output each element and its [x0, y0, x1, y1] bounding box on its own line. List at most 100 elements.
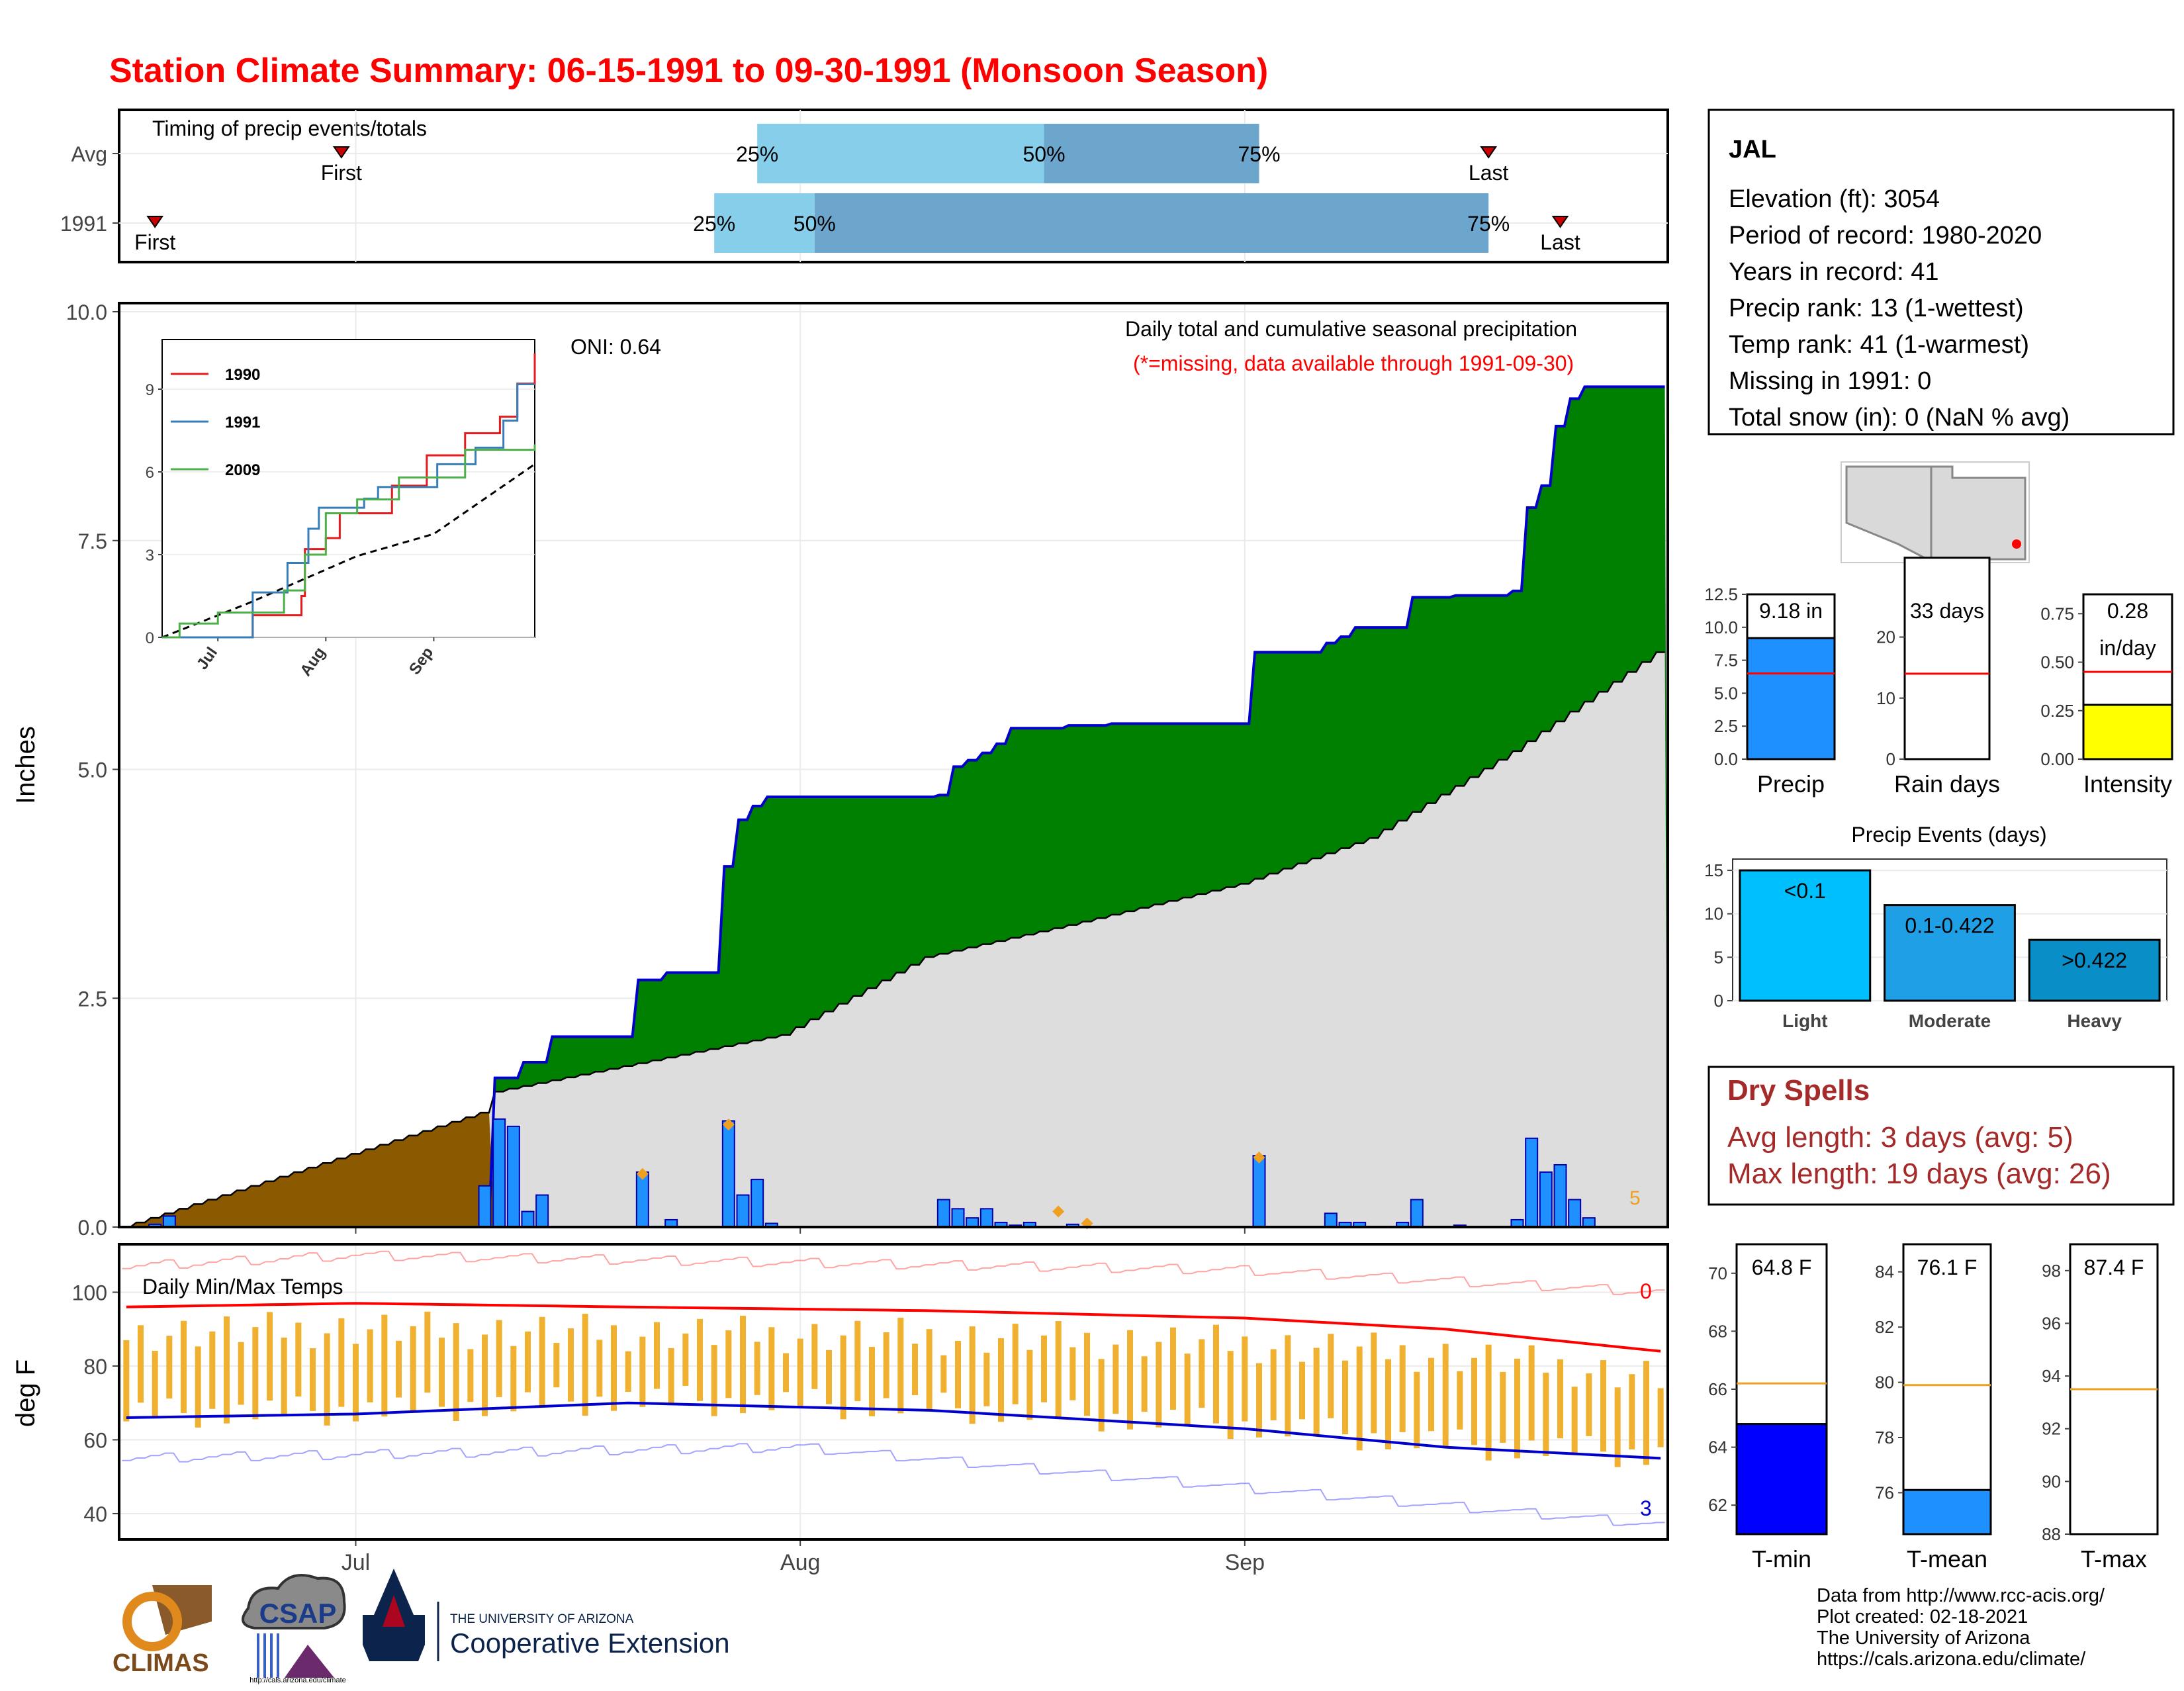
daily-temp-range-bar [224, 1316, 230, 1424]
tbar-ytick-label: 70 [1708, 1263, 1727, 1283]
temp-ytick-label: 100 [72, 1281, 107, 1304]
climas-sun-shape [122, 1592, 182, 1651]
daily-temp-range-bar [797, 1338, 803, 1408]
climas-mark-shape [152, 1585, 212, 1635]
events-category-label: Moderate [1909, 1011, 1991, 1031]
inset-ytick-label: 9 [146, 381, 154, 399]
mini-ytick-label: 0.0 [1714, 749, 1738, 769]
daily-temp-range-bar [152, 1350, 158, 1418]
mini-ytick-label: 12.5 [1704, 584, 1738, 604]
temp-ytick-label: 60 [83, 1428, 107, 1452]
daily-temp-range-bar [725, 1330, 732, 1398]
daily-temp-range-bar [1170, 1327, 1176, 1410]
daily-temp-range-bar [625, 1351, 631, 1392]
tbar-ytick-label: 82 [1875, 1317, 1894, 1337]
daily-temp-range-bar [1041, 1335, 1047, 1402]
daily-temp-range-bar [1227, 1351, 1234, 1440]
daily-temp-range-bar [238, 1342, 244, 1405]
tbar-value-label: 76.1 F [1917, 1256, 1978, 1279]
tbar-ytick-label: 98 [2042, 1261, 2061, 1281]
station-missing: Missing in 1991: 0 [1729, 367, 1931, 395]
normal-under-area [119, 652, 1668, 1227]
inset-ytick-label: 0 [146, 629, 154, 647]
tmax-record-line [122, 1250, 1665, 1295]
tbar-value-bar [1902, 1488, 1992, 1535]
daily-temp-range-bar [1500, 1371, 1506, 1443]
last-marker [1551, 216, 1569, 228]
station-period: Period of record: 1980-2020 [1729, 222, 2042, 250]
daily-temp-range-bar [1428, 1357, 1434, 1432]
tmin-average-line [126, 1401, 1661, 1460]
mini-value-label: 33 days [1910, 599, 1984, 623]
temp-ylabel: deg F [11, 1359, 40, 1427]
daily-temp-range-bar [983, 1352, 990, 1406]
daily-temp-range-bar [525, 1331, 531, 1393]
missing-marker [1052, 1205, 1065, 1218]
dry-title: Dry Spells [1727, 1074, 1870, 1107]
daily-temp-range-bar [826, 1349, 832, 1404]
daily-temp-range-bar [1385, 1359, 1391, 1449]
mini-ytick-label: 5.0 [1714, 683, 1738, 703]
daily-precip-bar [1410, 1199, 1424, 1228]
daily-temp-range-bar [1127, 1330, 1133, 1430]
daily-precip-bar [506, 1125, 520, 1228]
daily-temp-range-bar [1199, 1339, 1205, 1408]
normal-cumulative-line [122, 651, 1665, 1228]
daily-temp-range-bar [252, 1327, 259, 1420]
inset-xtick-label: Sep [406, 644, 437, 678]
ua-a-center [383, 1595, 405, 1627]
first-label: First [134, 230, 175, 254]
daily-temp-range-bar [783, 1353, 789, 1393]
daily-precip-bar [951, 1208, 965, 1228]
daily-temp-range-bar [1371, 1332, 1377, 1434]
logos: CLIMAS CSAP http://cals.arizona.edu/clim… [113, 1569, 730, 1684]
events-ytick-label: 5 [1714, 947, 1723, 967]
footer-data-source: Data from http://www.rcc-acis.org/ [1817, 1585, 2105, 1606]
daily-temp-range-bar [940, 1355, 947, 1393]
daily-temp-range-bar [768, 1327, 775, 1410]
daily-precip-bar [1525, 1137, 1539, 1228]
missing-marker [722, 1119, 735, 1131]
mini-category-label: Intensity [2083, 770, 2172, 798]
tbar-ytick-label: 84 [1875, 1262, 1894, 1282]
tbar-ytick-label: 88 [2042, 1524, 2061, 1544]
daily-precip-bar [1324, 1212, 1338, 1228]
mini-ytick-label: 10.0 [1704, 617, 1738, 637]
p25-label: 25% [693, 212, 735, 236]
daily-temp-range-bar [482, 1334, 488, 1416]
daily-temp-range-bar [811, 1324, 818, 1389]
tbar-ytick-label: 96 [2042, 1313, 2061, 1333]
inset-legend-label: 1991 [225, 414, 260, 432]
precip-ytick-label: 10.0 [66, 300, 107, 324]
p50-p75-bar [814, 193, 1489, 253]
inset-average-line [161, 463, 535, 639]
daily-temp-range-bar [539, 1316, 545, 1407]
tbar-ytick-label: 90 [2042, 1471, 2061, 1491]
events-ytick-label: 15 [1704, 860, 1723, 880]
station-elevation: Elevation (ft): 3054 [1729, 185, 1940, 213]
daily-temp-range-bar [138, 1325, 144, 1403]
daily-precip-bar [936, 1199, 950, 1228]
p50-p75-bar [1044, 124, 1259, 183]
temp-summary-bars: 62 64 66 68 70 64.8 F T-min 76 78 80 82 84 76.1 F T-m… [1708, 1243, 2159, 1573]
station-name: JAL [1729, 136, 1776, 163]
tbar-ytick-label: 68 [1708, 1321, 1727, 1341]
inset-series-1990 [162, 353, 536, 639]
precip-panel: 0.0 2.5 5.0 7.5 10.0 Daily total and cumulat… [11, 300, 1669, 1240]
mini-ytick-label: 7.5 [1714, 651, 1738, 670]
precip-ytick-label: 2.5 [78, 987, 107, 1011]
station-years: Years in record: 41 [1729, 258, 1939, 286]
events-bar [2028, 938, 2161, 1002]
station-precip-rank: Precip rank: 13 (1-wettest) [1729, 295, 2024, 322]
daily-precip-bar [1568, 1199, 1582, 1228]
daily-temp-range-bar [568, 1328, 574, 1402]
daily-temp-range-bar [1471, 1357, 1477, 1445]
temp-xtick-label: Jul [341, 1550, 370, 1575]
daily-temp-range-bar [1256, 1363, 1262, 1438]
daily-temp-range-bar [1514, 1358, 1520, 1459]
events-bar-label: 0.1-0.422 [1905, 914, 1994, 938]
temp-ytick-label: 40 [83, 1502, 107, 1526]
tbar-value-label: 64.8 F [1752, 1256, 1812, 1279]
daily-temp-range-bar [883, 1332, 889, 1398]
daily-temp-range-bar [926, 1329, 933, 1410]
